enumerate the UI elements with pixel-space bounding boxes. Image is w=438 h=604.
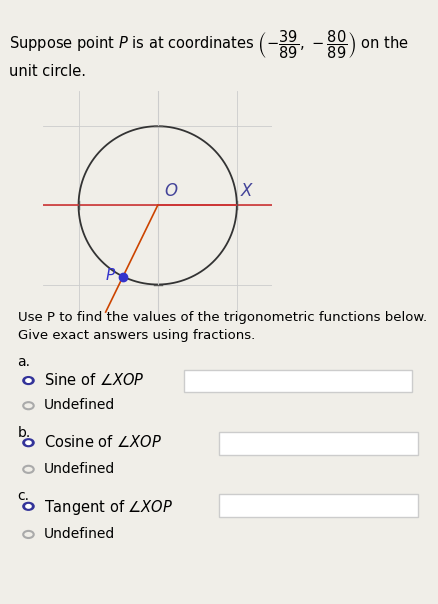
Text: Suppose point $P$ is at coordinates $\left(-\dfrac{39}{89},\,-\dfrac{80}{89}\rig: Suppose point $P$ is at coordinates $\le… xyxy=(9,29,409,79)
Text: b.: b. xyxy=(18,426,31,440)
Text: Sine of $\angle XOP$: Sine of $\angle XOP$ xyxy=(44,371,144,388)
FancyBboxPatch shape xyxy=(184,370,412,393)
Text: Undefined: Undefined xyxy=(44,527,115,541)
Text: Undefined: Undefined xyxy=(44,398,115,413)
Circle shape xyxy=(26,504,31,508)
Text: Give exact answers using fractions.: Give exact answers using fractions. xyxy=(18,329,255,342)
Circle shape xyxy=(23,439,34,446)
Circle shape xyxy=(26,441,31,445)
Text: P: P xyxy=(106,268,115,283)
Circle shape xyxy=(23,503,34,510)
Text: c.: c. xyxy=(18,489,29,503)
Circle shape xyxy=(26,379,31,382)
Text: Tangent of $\angle XOP$: Tangent of $\angle XOP$ xyxy=(44,498,173,517)
Text: a.: a. xyxy=(18,355,31,370)
Text: Cosine of $\angle XOP$: Cosine of $\angle XOP$ xyxy=(44,434,162,450)
Text: X: X xyxy=(241,182,252,200)
Text: O: O xyxy=(164,182,177,200)
Circle shape xyxy=(23,377,34,384)
Text: Undefined: Undefined xyxy=(44,462,115,476)
FancyBboxPatch shape xyxy=(219,432,418,455)
Text: Use P to find the values of the trigonometric functions below.: Use P to find the values of the trigonom… xyxy=(18,311,427,324)
FancyBboxPatch shape xyxy=(219,495,418,516)
